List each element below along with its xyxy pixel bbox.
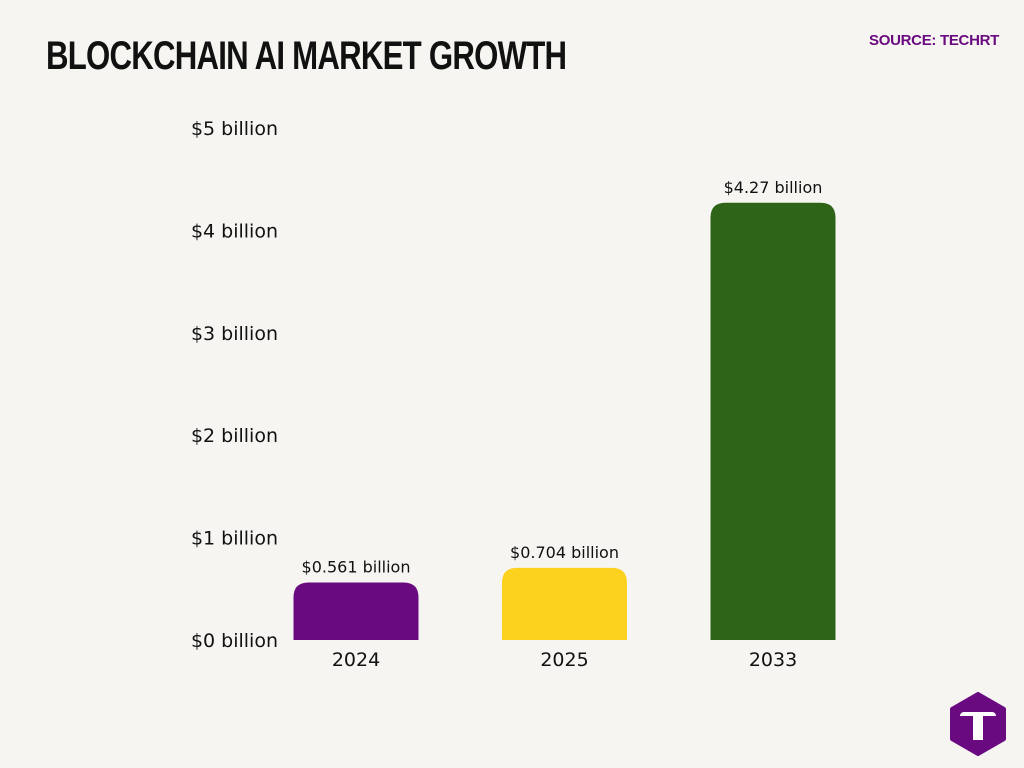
bar-2024 [293,582,419,640]
y-tick-label: $4 billion [191,220,278,242]
chart-title: BLOCKCHAIN AI MARKET GROWTH [46,34,567,78]
bar-2033 [710,202,836,640]
value-labels: $0.561 billion $0.704 billion $4.27 billio… [302,178,823,577]
y-tick-label: $1 billion [191,528,278,550]
x-tick-label: 2033 [749,649,797,671]
y-tick-label: $2 billion [191,425,278,447]
y-tick-label: $3 billion [191,323,278,345]
bars [293,202,836,640]
value-label-2025: $0.704 billion [510,543,619,562]
bar-2025 [502,567,627,640]
y-axis-ticks: $0 billion $1 billion $2 billion $3 billion… [191,118,278,652]
x-axis-ticks: 2024 2025 2033 [332,649,797,671]
value-label-2024: $0.561 billion [302,558,411,577]
source-label: SOURCE: TECHRT [869,32,999,49]
techrt-logo-icon [950,692,1006,756]
x-tick-label: 2024 [332,649,380,671]
y-tick-label: $5 billion [191,118,278,140]
x-tick-label: 2025 [540,649,588,671]
y-tick-label: $0 billion [191,630,278,652]
value-label-2033: $4.27 billion [724,178,823,197]
